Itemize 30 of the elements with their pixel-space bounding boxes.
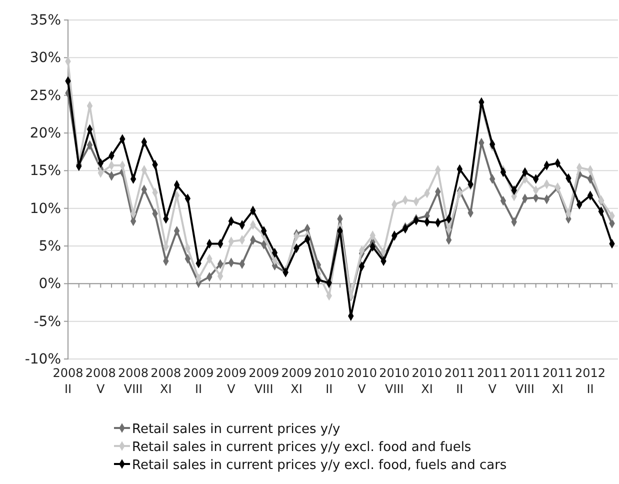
- legend-label: Retail sales in current prices y/y excl. food, fuels and cars: [132, 458, 507, 473]
- x-tick-label: 2008 V: [85, 366, 116, 396]
- x-tick-label: 2011 XI: [542, 366, 573, 396]
- legend-label: Retail sales in current prices y/y: [132, 422, 340, 437]
- y-tick-label: 35%: [30, 12, 61, 28]
- x-tick-label: 2010 II: [314, 366, 344, 396]
- y-tick-label: 10%: [30, 200, 61, 217]
- x-tick-label: 2009 II: [183, 366, 214, 396]
- y-tick-label: 5%: [38, 238, 61, 254]
- y-tick-label: 15%: [30, 163, 61, 180]
- x-tick-label: 2008 VIII: [118, 366, 149, 396]
- legend-label: Retail sales in current prices y/y excl. food and fuels: [132, 440, 472, 455]
- y-tick-label: -10%: [24, 351, 61, 368]
- x-tick-label: 2010 V: [346, 366, 378, 396]
- x-tick-label: 2011 VIII: [510, 366, 540, 396]
- x-tick-label: 2008 II: [52, 366, 84, 396]
- x-tick-label: 2011 V: [477, 366, 508, 396]
- y-tick-label: -5%: [34, 314, 61, 330]
- x-tick-label: 2009 VIII: [248, 366, 280, 396]
- x-tick-label: 2010 VIII: [379, 366, 410, 396]
- y-tick-label: 25%: [30, 88, 61, 104]
- y-tick-label: 0%: [38, 276, 61, 292]
- x-tick-label: 2008 XI: [150, 366, 182, 396]
- x-tick-label: 2009 XI: [281, 366, 312, 396]
- x-tick-label: 2011 II: [444, 366, 475, 396]
- x-tick-label: 2012 II: [574, 366, 606, 396]
- y-tick-label: 20%: [30, 125, 61, 142]
- x-tick-label: 2010 XI: [412, 366, 442, 396]
- x-tick-label: 2009 V: [216, 366, 246, 396]
- y-tick-label: 30%: [30, 50, 61, 66]
